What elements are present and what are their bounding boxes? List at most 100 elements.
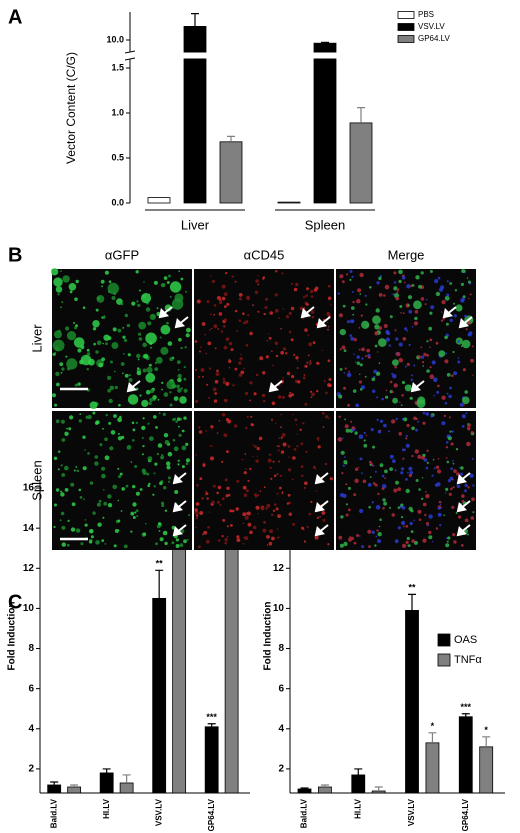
cell-signal	[448, 394, 452, 399]
cell-signal	[245, 468, 247, 470]
cell-signal	[173, 396, 179, 401]
cell-signal	[460, 544, 464, 547]
cell-signal	[467, 533, 469, 536]
cell-signal	[101, 466, 106, 471]
cell-signal	[358, 326, 361, 329]
cell-signal	[263, 520, 267, 524]
cell-signal	[225, 337, 230, 342]
cell-signal	[445, 543, 450, 548]
cell-signal	[206, 300, 210, 304]
cell-signal	[242, 522, 244, 524]
cell-signal	[86, 352, 91, 356]
cell-signal	[446, 460, 450, 464]
cell-signal	[385, 389, 388, 392]
cell-signal	[391, 390, 394, 394]
cell-signal	[398, 432, 403, 436]
cell-signal	[430, 305, 435, 310]
micrograph	[50, 268, 192, 410]
cell-signal	[225, 418, 230, 422]
cell-signal	[92, 411, 96, 415]
cell-signal	[290, 306, 295, 311]
cell-signal	[434, 279, 439, 284]
cell-signal	[200, 368, 205, 372]
micrograph	[336, 411, 476, 550]
cell-signal	[472, 484, 475, 487]
cell-signal	[216, 369, 219, 373]
cell-signal	[361, 320, 370, 329]
cell-signal	[411, 454, 414, 458]
cell-signal	[134, 511, 137, 514]
cell-signal	[153, 280, 158, 285]
cell-signal	[441, 421, 446, 426]
cell-signal	[82, 435, 86, 439]
cell-signal	[94, 461, 99, 466]
cell-signal	[86, 348, 90, 352]
cell-signal	[281, 433, 286, 437]
cell-signal	[101, 539, 105, 542]
cell-signal	[351, 426, 355, 430]
cell-signal	[280, 450, 285, 454]
cell-signal	[421, 455, 425, 460]
cell-signal	[224, 305, 227, 308]
significance-label: *	[484, 725, 488, 735]
cell-signal	[178, 433, 182, 437]
cell-signal	[204, 495, 206, 497]
cell-signal	[107, 494, 112, 499]
cell-signal	[378, 525, 381, 528]
cell-signal	[73, 337, 85, 348]
cell-signal	[369, 476, 372, 478]
cell-signal	[393, 286, 398, 291]
cell-signal	[117, 529, 120, 532]
row-label: Spleen	[29, 460, 44, 500]
error-bar	[320, 784, 329, 787]
cell-signal	[275, 270, 278, 273]
cell-signal	[344, 418, 346, 421]
cell-signal	[174, 490, 179, 494]
cell-signal	[368, 545, 371, 548]
cell-signal	[396, 288, 400, 291]
cell-signal	[92, 320, 100, 328]
cell-signal	[345, 483, 348, 486]
cell-signal	[60, 492, 65, 497]
cell-signal	[99, 443, 103, 447]
cell-signal	[183, 366, 186, 369]
cell-signal	[271, 536, 275, 541]
cell-signal	[245, 391, 249, 396]
cell-signal	[222, 377, 226, 381]
bar	[152, 597, 167, 794]
significance-label: ***	[461, 702, 472, 712]
arrow	[314, 500, 329, 513]
cell-signal	[268, 453, 272, 456]
cell-signal	[226, 302, 230, 306]
cell-signal	[145, 372, 156, 383]
cell-signal	[196, 484, 199, 487]
y-tick-label: 0.0	[111, 197, 124, 207]
bar	[172, 525, 187, 794]
cell-signal	[464, 483, 468, 488]
cell-signal	[242, 512, 247, 517]
cell-signal	[382, 498, 386, 502]
cell-signal	[195, 526, 197, 529]
cell-signal	[196, 299, 201, 304]
cell-signal	[52, 339, 65, 352]
cell-signal	[234, 309, 238, 313]
cell-signal	[161, 381, 164, 384]
cell-signal	[68, 427, 72, 431]
cell-signal	[89, 401, 98, 410]
cell-signal	[278, 437, 281, 440]
cell-signal	[353, 493, 357, 497]
bar	[425, 742, 440, 794]
cell-signal	[259, 356, 264, 361]
cell-signal	[154, 367, 159, 371]
cell-signal	[465, 412, 468, 415]
cell-signal	[137, 358, 140, 361]
cell-signal	[389, 506, 391, 509]
cell-signal	[421, 477, 424, 479]
cell-signal	[194, 508, 198, 512]
cell-signal	[429, 366, 432, 369]
cell-signal	[243, 471, 247, 475]
cell-signal	[375, 308, 380, 313]
cell-signal	[422, 538, 427, 543]
cell-signal	[141, 399, 149, 407]
cell-signal	[426, 298, 428, 301]
